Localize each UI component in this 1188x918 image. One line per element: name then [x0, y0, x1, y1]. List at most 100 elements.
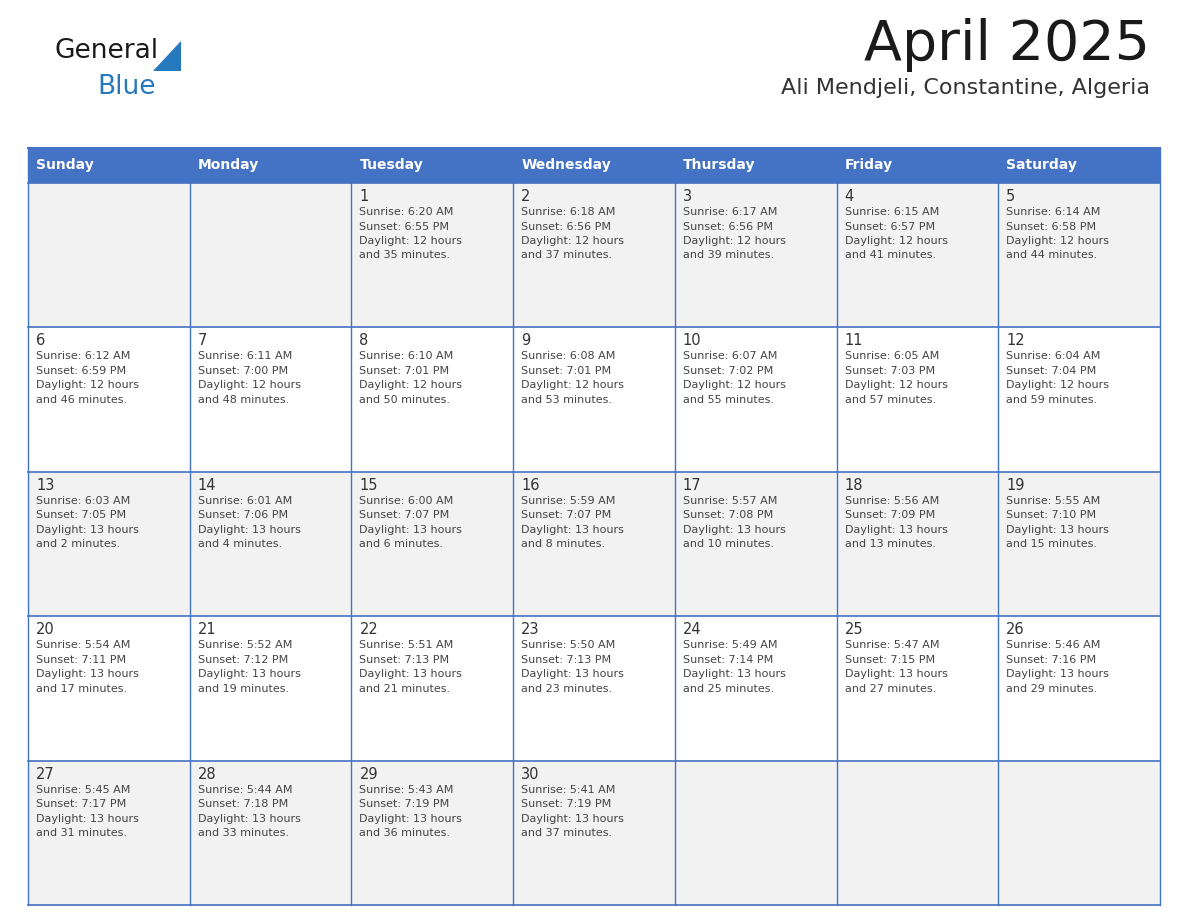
Bar: [29, 328, 190, 472]
Text: Daylight: 13 hours: Daylight: 13 hours: [1006, 669, 1110, 679]
Text: Sunrise: 6:18 AM: Sunrise: 6:18 AM: [522, 207, 615, 217]
Bar: [190, 183, 352, 328]
Text: 1: 1: [360, 189, 368, 204]
Text: Daylight: 12 hours: Daylight: 12 hours: [522, 236, 624, 246]
Text: and 21 minutes.: and 21 minutes.: [360, 684, 450, 694]
Text: General: General: [55, 38, 159, 64]
Text: and 39 minutes.: and 39 minutes.: [683, 251, 775, 261]
Text: Sunset: 7:18 PM: Sunset: 7:18 PM: [197, 799, 287, 809]
Text: and 37 minutes.: and 37 minutes.: [522, 828, 612, 838]
Text: and 25 minutes.: and 25 minutes.: [683, 684, 775, 694]
Bar: [675, 472, 836, 616]
Text: Sunset: 6:56 PM: Sunset: 6:56 PM: [522, 221, 611, 231]
Text: and 29 minutes.: and 29 minutes.: [1006, 684, 1098, 694]
Bar: [29, 761, 190, 905]
Text: 15: 15: [360, 477, 378, 493]
Text: Sunrise: 5:52 AM: Sunrise: 5:52 AM: [197, 640, 292, 650]
Text: and 46 minutes.: and 46 minutes.: [36, 395, 127, 405]
Text: and 41 minutes.: and 41 minutes.: [845, 251, 936, 261]
Bar: [998, 761, 1159, 905]
Text: Daylight: 13 hours: Daylight: 13 hours: [845, 669, 948, 679]
Text: and 37 minutes.: and 37 minutes.: [522, 251, 612, 261]
Text: Sunrise: 6:15 AM: Sunrise: 6:15 AM: [845, 207, 939, 217]
Text: Daylight: 12 hours: Daylight: 12 hours: [360, 380, 462, 390]
Text: Sunrise: 6:20 AM: Sunrise: 6:20 AM: [360, 207, 454, 217]
Bar: [998, 183, 1159, 328]
Text: Daylight: 12 hours: Daylight: 12 hours: [360, 236, 462, 246]
Text: Sunrise: 5:43 AM: Sunrise: 5:43 AM: [360, 785, 454, 795]
Bar: [998, 472, 1159, 616]
Text: Friday: Friday: [845, 159, 892, 173]
Text: Sunrise: 6:03 AM: Sunrise: 6:03 AM: [36, 496, 131, 506]
Text: Thursday: Thursday: [683, 159, 756, 173]
Text: 22: 22: [360, 622, 378, 637]
Text: Daylight: 13 hours: Daylight: 13 hours: [522, 813, 624, 823]
Text: and 57 minutes.: and 57 minutes.: [845, 395, 936, 405]
Bar: [675, 328, 836, 472]
Bar: [998, 328, 1159, 472]
Text: 7: 7: [197, 333, 207, 349]
Bar: [352, 616, 513, 761]
Text: and 19 minutes.: and 19 minutes.: [197, 684, 289, 694]
Text: Sunday: Sunday: [36, 159, 94, 173]
Text: 17: 17: [683, 477, 701, 493]
Text: Daylight: 13 hours: Daylight: 13 hours: [36, 813, 139, 823]
Text: and 44 minutes.: and 44 minutes.: [1006, 251, 1098, 261]
Bar: [29, 472, 190, 616]
Text: Sunset: 7:19 PM: Sunset: 7:19 PM: [522, 799, 612, 809]
Text: and 10 minutes.: and 10 minutes.: [683, 539, 773, 549]
Text: Sunset: 7:16 PM: Sunset: 7:16 PM: [1006, 655, 1097, 665]
Text: and 2 minutes.: and 2 minutes.: [36, 539, 120, 549]
Bar: [513, 616, 675, 761]
Text: 14: 14: [197, 477, 216, 493]
Text: and 36 minutes.: and 36 minutes.: [360, 828, 450, 838]
Text: Sunrise: 5:59 AM: Sunrise: 5:59 AM: [522, 496, 615, 506]
Text: and 13 minutes.: and 13 minutes.: [845, 539, 936, 549]
Bar: [513, 328, 675, 472]
Text: Sunset: 7:05 PM: Sunset: 7:05 PM: [36, 510, 126, 521]
Text: Ali Mendjeli, Constantine, Algeria: Ali Mendjeli, Constantine, Algeria: [781, 78, 1150, 98]
Text: 2: 2: [522, 189, 531, 204]
Bar: [190, 328, 352, 472]
Text: Daylight: 13 hours: Daylight: 13 hours: [197, 669, 301, 679]
Text: Sunset: 6:56 PM: Sunset: 6:56 PM: [683, 221, 773, 231]
Text: 29: 29: [360, 767, 378, 781]
Text: 19: 19: [1006, 477, 1025, 493]
Text: Daylight: 12 hours: Daylight: 12 hours: [845, 380, 948, 390]
Text: 13: 13: [36, 477, 55, 493]
Text: 4: 4: [845, 189, 854, 204]
Text: Monday: Monday: [197, 159, 259, 173]
Text: Sunrise: 6:12 AM: Sunrise: 6:12 AM: [36, 352, 131, 362]
Text: and 17 minutes.: and 17 minutes.: [36, 684, 127, 694]
Text: Sunset: 7:13 PM: Sunset: 7:13 PM: [522, 655, 612, 665]
Bar: [190, 761, 352, 905]
Text: Sunrise: 5:46 AM: Sunrise: 5:46 AM: [1006, 640, 1100, 650]
Text: Daylight: 12 hours: Daylight: 12 hours: [683, 380, 785, 390]
Text: 16: 16: [522, 477, 539, 493]
Text: and 8 minutes.: and 8 minutes.: [522, 539, 605, 549]
Text: Blue: Blue: [97, 74, 156, 100]
Text: 28: 28: [197, 767, 216, 781]
Text: Sunset: 6:57 PM: Sunset: 6:57 PM: [845, 221, 935, 231]
Bar: [675, 616, 836, 761]
Text: Daylight: 12 hours: Daylight: 12 hours: [1006, 236, 1110, 246]
Text: Tuesday: Tuesday: [360, 159, 423, 173]
Bar: [190, 148, 352, 183]
Text: and 4 minutes.: and 4 minutes.: [197, 539, 282, 549]
Text: Sunrise: 6:07 AM: Sunrise: 6:07 AM: [683, 352, 777, 362]
Text: Sunset: 7:07 PM: Sunset: 7:07 PM: [360, 510, 450, 521]
Text: Daylight: 12 hours: Daylight: 12 hours: [522, 380, 624, 390]
Text: and 6 minutes.: and 6 minutes.: [360, 539, 443, 549]
Bar: [513, 148, 675, 183]
Text: Sunset: 7:09 PM: Sunset: 7:09 PM: [845, 510, 935, 521]
Text: 24: 24: [683, 622, 701, 637]
Text: 27: 27: [36, 767, 55, 781]
Text: Daylight: 13 hours: Daylight: 13 hours: [197, 813, 301, 823]
Text: Daylight: 12 hours: Daylight: 12 hours: [197, 380, 301, 390]
Text: 26: 26: [1006, 622, 1025, 637]
Text: Sunrise: 6:11 AM: Sunrise: 6:11 AM: [197, 352, 292, 362]
Text: Daylight: 13 hours: Daylight: 13 hours: [360, 669, 462, 679]
Text: and 33 minutes.: and 33 minutes.: [197, 828, 289, 838]
Text: 8: 8: [360, 333, 368, 349]
Bar: [836, 761, 998, 905]
